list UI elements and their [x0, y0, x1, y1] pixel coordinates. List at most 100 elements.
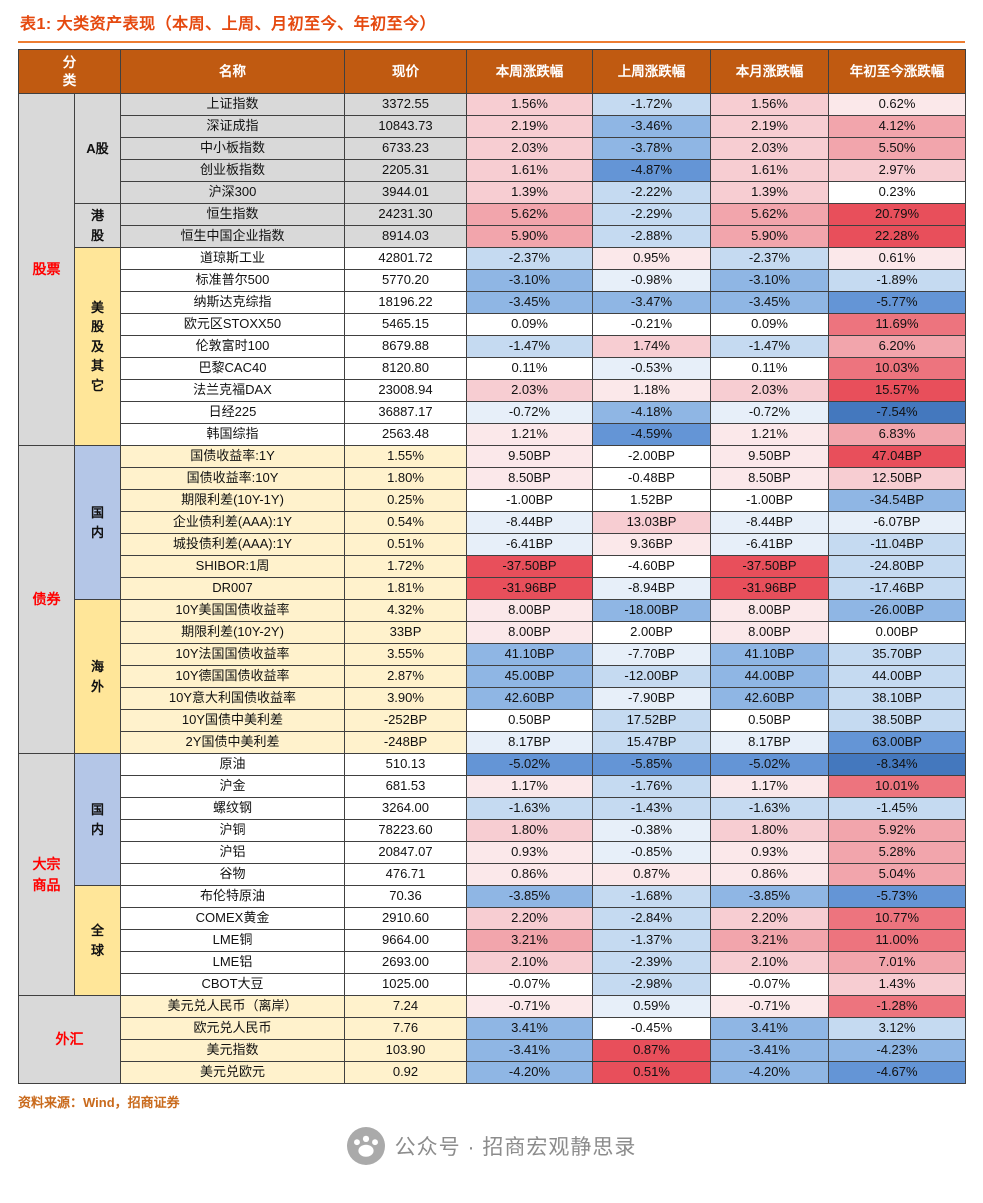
change-cell-ytd: 38.10BP: [828, 687, 966, 710]
change-cell-last-week: -1.68%: [592, 885, 711, 908]
change-cell-week: -1.00BP: [466, 489, 593, 512]
change-cell-ytd: 5.04%: [828, 863, 966, 886]
asset-name-cell: 谷物: [120, 863, 345, 886]
change-cell-week: 2.10%: [466, 951, 593, 974]
change-cell-last-week: 9.36BP: [592, 533, 711, 556]
price-cell: 103.90: [344, 1039, 467, 1062]
price-cell: 8914.03: [344, 225, 467, 248]
change-cell-week: -2.37%: [466, 247, 593, 270]
table-row: 韩国综指 2563.48 1.21% -4.59% 1.21% 6.83%: [19, 423, 966, 446]
change-cell-ytd: -5.73%: [828, 885, 966, 908]
table-row: 创业板指数 2205.31 1.61% -4.87% 1.61% 2.97%: [19, 159, 966, 182]
change-cell-month: -1.63%: [710, 797, 829, 820]
table-row: 沪金 681.53 1.17% -1.76% 1.17% 10.01%: [19, 775, 966, 798]
change-cell-week: 0.09%: [466, 313, 593, 336]
change-cell-ytd: 10.77%: [828, 907, 966, 930]
table-row: DR007 1.81% -31.96BP -8.94BP -31.96BP -17.46B…: [19, 577, 966, 600]
table-row: 标准普尔500 5770.20 -3.10% -0.98% -3.10% -1.89%: [19, 269, 966, 292]
table-row: 螺纹钢 3264.00 -1.63% -1.43% -1.63% -1.45%: [19, 797, 966, 820]
change-cell-last-week: -0.98%: [592, 269, 711, 292]
change-cell-week: 0.50BP: [466, 709, 593, 732]
change-cell-ytd: 11.00%: [828, 929, 966, 952]
change-cell-last-week: -2.39%: [592, 951, 711, 974]
change-cell-ytd: -5.77%: [828, 291, 966, 314]
table-row: CBOT大豆 1025.00 -0.07% -2.98% -0.07% 1.43%: [19, 973, 966, 996]
price-cell: 8120.80: [344, 357, 467, 380]
price-cell: 8679.88: [344, 335, 467, 358]
subcategory-cell-a-shares: A股: [74, 93, 121, 204]
price-cell: 1.80%: [344, 467, 467, 490]
change-cell-last-week: -2.22%: [592, 181, 711, 204]
price-cell: 20847.07: [344, 841, 467, 864]
asset-name-cell: 中小板指数: [120, 137, 345, 160]
change-cell-last-week: 1.52BP: [592, 489, 711, 512]
asset-name-cell: 深证成指: [120, 115, 345, 138]
asset-name-cell: 10Y意大利国债收益率: [120, 687, 345, 710]
change-cell-month: -3.41%: [710, 1039, 829, 1062]
asset-name-cell: LME铜: [120, 929, 345, 952]
price-cell: 5465.15: [344, 313, 467, 336]
change-cell-ytd: 0.00BP: [828, 621, 966, 644]
asset-name-cell: 10Y法国国债收益率: [120, 643, 345, 666]
price-cell: 70.36: [344, 885, 467, 908]
change-cell-last-week: -2.29%: [592, 203, 711, 226]
table-row: 股票 A股 上证指数 3372.55 1.56% -1.72% 1.56% 0.62%: [18, 93, 966, 446]
asset-name-cell: SHIBOR:1周: [120, 555, 345, 578]
change-cell-week: -6.41BP: [466, 533, 593, 556]
change-cell-last-week: -0.21%: [592, 313, 711, 336]
change-cell-last-week: 15.47BP: [592, 731, 711, 754]
asset-name-cell: 标准普尔500: [120, 269, 345, 292]
price-cell: 476.71: [344, 863, 467, 886]
price-cell: -252BP: [344, 709, 467, 732]
table-row: 沪深300 3944.01 1.39% -2.22% 1.39% 0.23%: [19, 181, 966, 204]
change-cell-month: 8.00BP: [710, 599, 829, 622]
asset-name-cell: 日经225: [120, 401, 345, 424]
table-row: 深证成指 10843.73 2.19% -3.46% 2.19% 4.12%: [19, 115, 966, 138]
change-cell-last-week: -0.53%: [592, 357, 711, 380]
price-cell: 7.76: [344, 1017, 467, 1040]
column-header-week: 本周涨跌幅: [466, 49, 593, 94]
asset-name-cell: 欧元兑人民币: [120, 1017, 345, 1040]
change-cell-month: 1.56%: [710, 93, 829, 116]
asset-name-cell: COMEX黄金: [120, 907, 345, 930]
change-cell-last-week: -3.46%: [592, 115, 711, 138]
subcategory-cell-domestic-bonds: 国 内: [74, 445, 121, 600]
change-cell-month: 2.19%: [710, 115, 829, 138]
change-cell-month: 8.50BP: [710, 467, 829, 490]
change-cell-last-week: -4.87%: [592, 159, 711, 182]
table-row: 港 股恒生指数 24231.30 5.62% -2.29% 5.62% 20.79%: [19, 203, 966, 248]
change-cell-ytd: 12.50BP: [828, 467, 966, 490]
asset-name-cell: 国债收益率:10Y: [120, 467, 345, 490]
change-cell-last-week: -12.00BP: [592, 665, 711, 688]
price-cell: 1.72%: [344, 555, 467, 578]
price-cell: 5770.20: [344, 269, 467, 292]
price-cell: 24231.30: [344, 203, 467, 226]
change-cell-week: 0.86%: [466, 863, 593, 886]
change-cell-month: -1.47%: [710, 335, 829, 358]
price-cell: 2563.48: [344, 423, 467, 446]
change-cell-month: -6.41BP: [710, 533, 829, 556]
price-cell: 3264.00: [344, 797, 467, 820]
change-cell-last-week: -1.76%: [592, 775, 711, 798]
change-cell-ytd: 3.12%: [828, 1017, 966, 1040]
price-cell: 1025.00: [344, 973, 467, 996]
table-row: 美元兑欧元 0.92 -4.20% 0.51% -4.20% -4.67%: [19, 1061, 966, 1084]
change-cell-last-week: -2.84%: [592, 907, 711, 930]
table-row: 期限利差(10Y-1Y) 0.25% -1.00BP 1.52BP -1.00BP -34…: [19, 489, 966, 512]
asset-name-cell: 美元兑欧元: [120, 1061, 345, 1084]
change-cell-ytd: -11.04BP: [828, 533, 966, 556]
change-cell-ytd: -1.89%: [828, 269, 966, 292]
change-cell-week: 1.80%: [466, 819, 593, 842]
asset-name-cell: 韩国综指: [120, 423, 345, 446]
table-row: 欧元兑人民币 7.76 3.41% -0.45% 3.41% 3.12%: [19, 1017, 966, 1040]
change-cell-month: 0.11%: [710, 357, 829, 380]
change-cell-last-week: 0.87%: [592, 863, 711, 886]
change-cell-month: 42.60BP: [710, 687, 829, 710]
change-cell-month: -4.20%: [710, 1061, 829, 1084]
table-head: 分 类名称 现价 本周涨跌幅 上周涨跌幅 本月涨跌幅 年初至今涨跌幅: [18, 49, 966, 94]
asset-name-cell: 10Y国债中美利差: [120, 709, 345, 732]
change-cell-week: 1.61%: [466, 159, 593, 182]
change-cell-ytd: 7.01%: [828, 951, 966, 974]
table-row: 10Y国债中美利差 -252BP 0.50BP 17.52BP 0.50BP 38.50B…: [19, 709, 966, 732]
change-cell-ytd: 15.57%: [828, 379, 966, 402]
